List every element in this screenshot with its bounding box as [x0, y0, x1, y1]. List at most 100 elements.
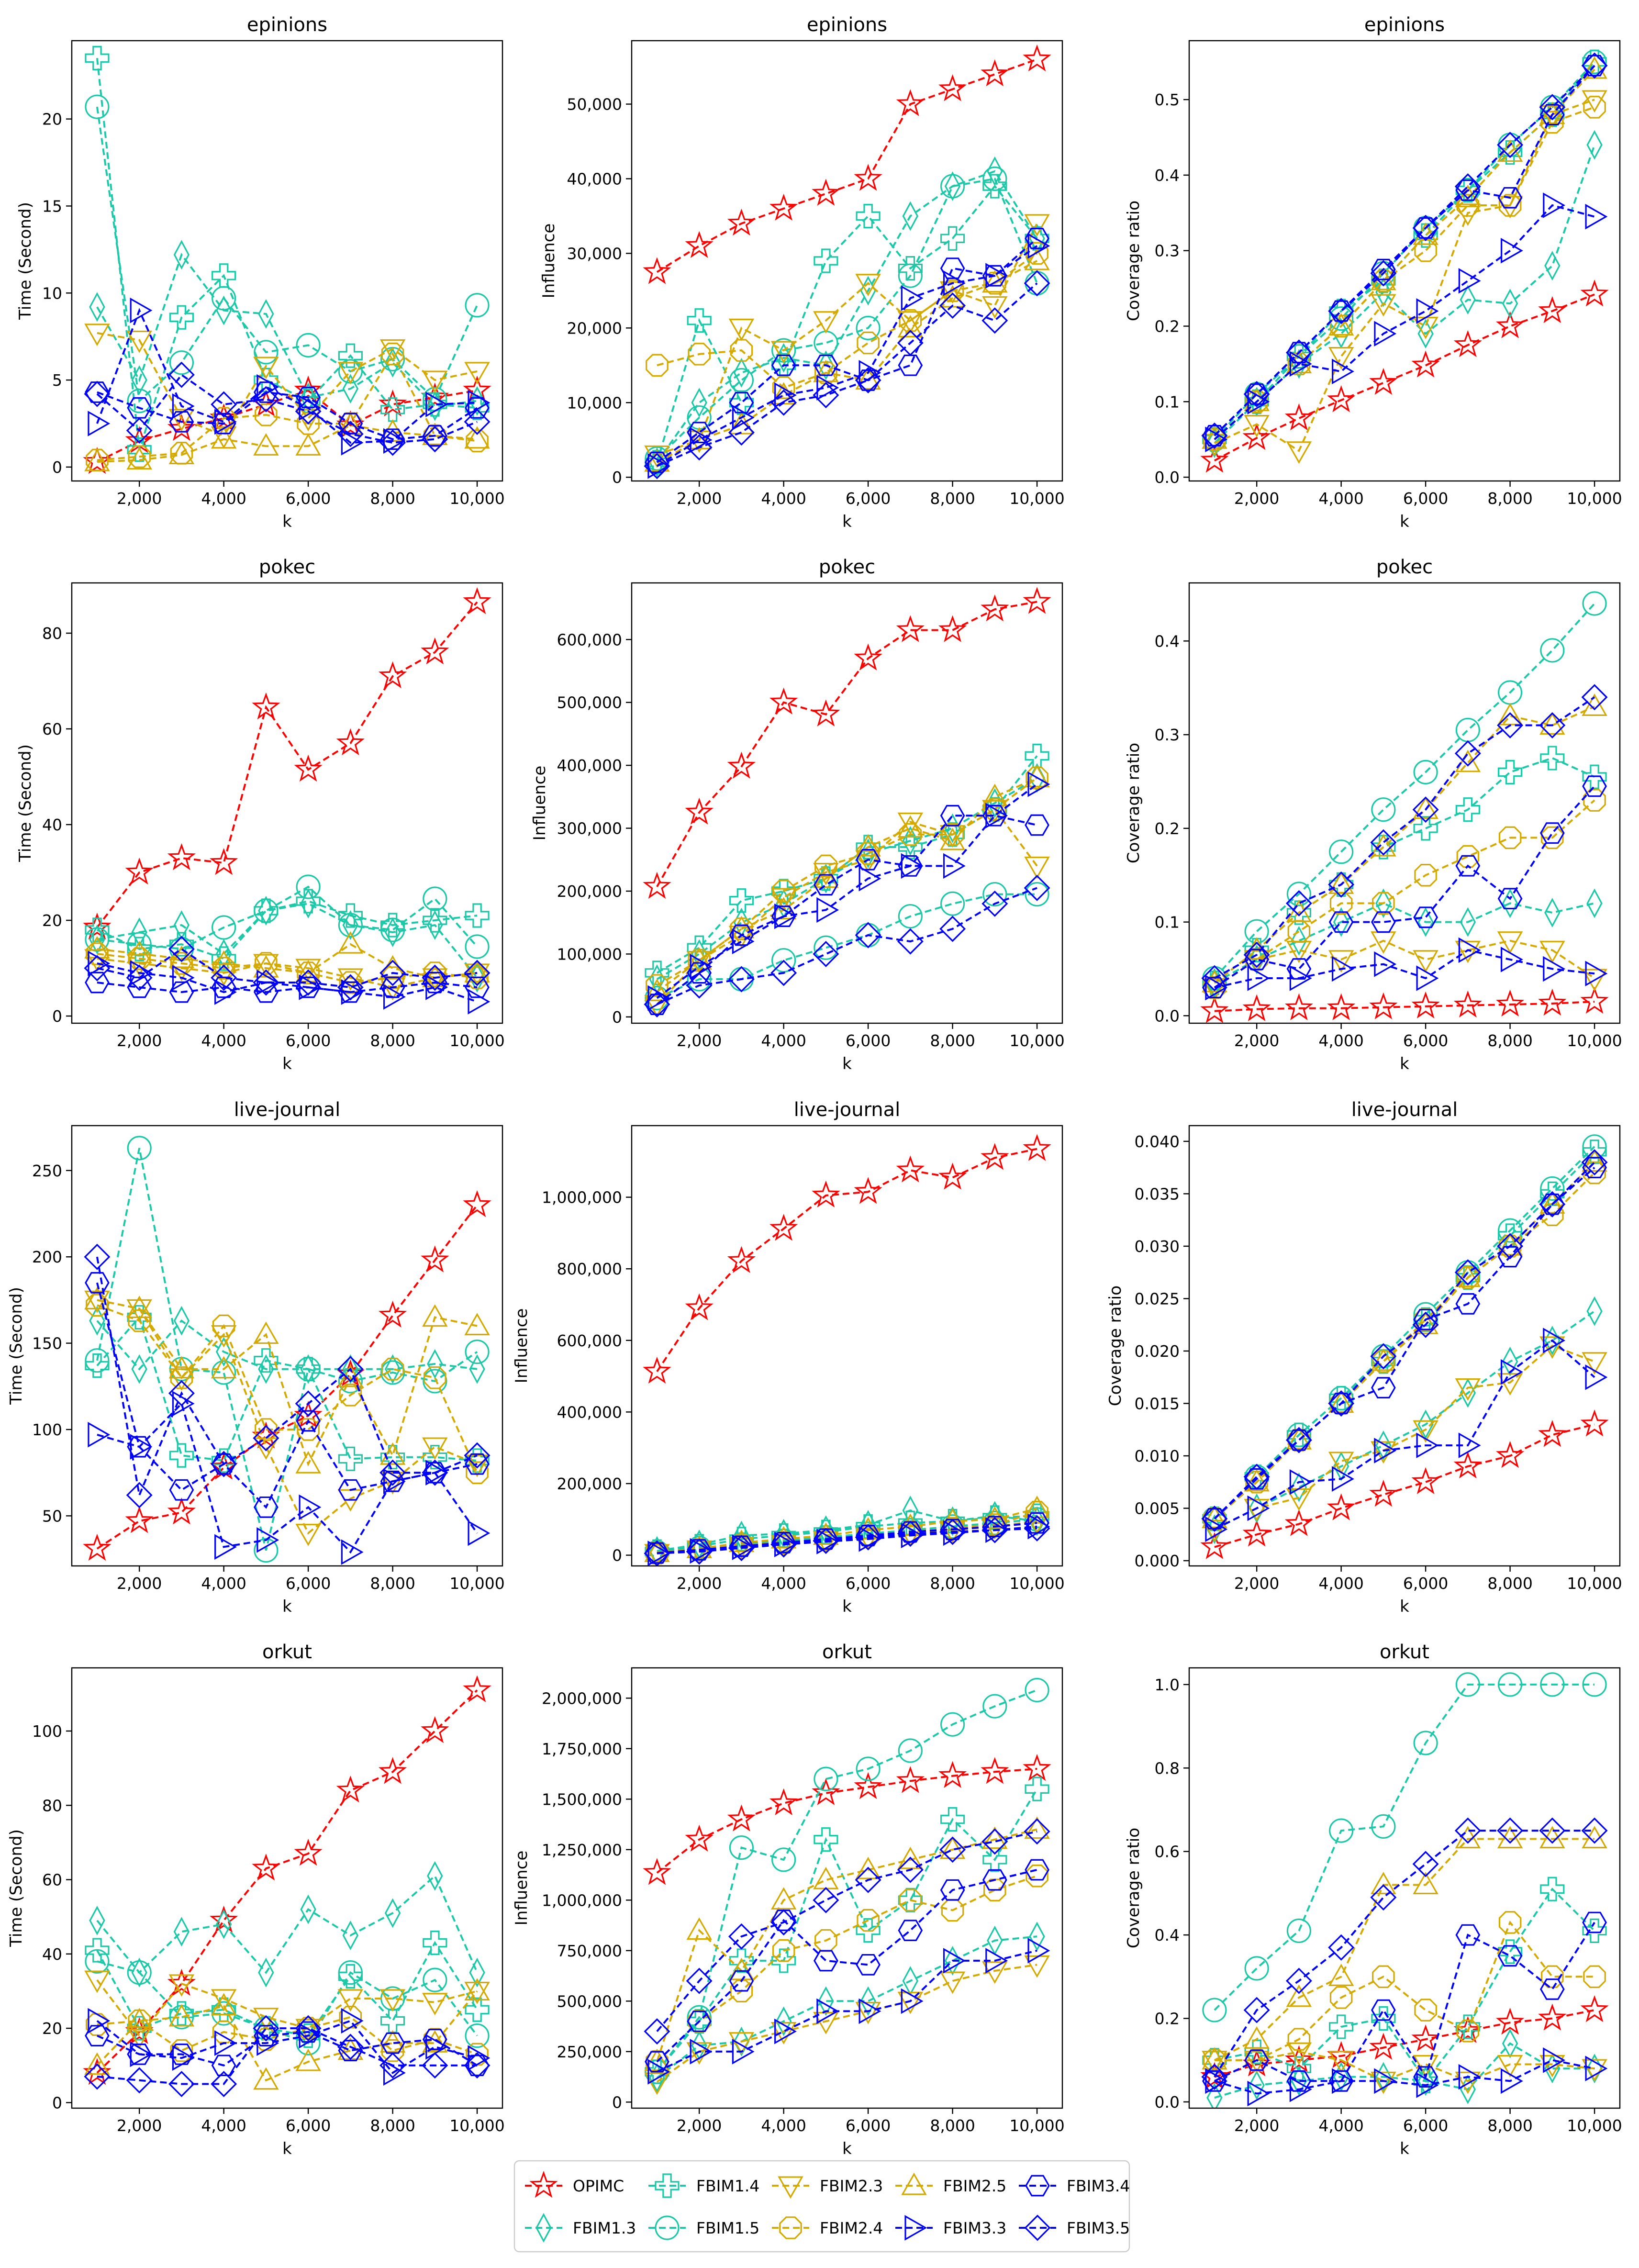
data-point-fbim3-5 [1454, 740, 1481, 767]
y-tick-label: 2,000,000 [542, 1689, 622, 1708]
y-tick-label: 0 [612, 468, 622, 487]
data-point-fbim2-3 [728, 926, 755, 949]
data-point-fbim1-4 [940, 226, 965, 251]
data-point-opimc [938, 74, 967, 101]
data-point-fbim2-3 [1202, 1519, 1227, 1542]
data-point-fbim3-3 [901, 853, 924, 879]
x-axis-label: k [842, 1597, 852, 1616]
data-point-fbim1-5 [729, 1835, 754, 1860]
chart-title: live-journal [234, 1099, 341, 1121]
data-point-fbim3-5 [84, 2063, 111, 2090]
series-line-fbim1-5 [657, 893, 1037, 999]
series-line-fbim2-4 [97, 953, 478, 984]
data-point-fbim3-4 [169, 981, 194, 1003]
series-line-fbim3-5 [97, 2027, 478, 2085]
y-tick-label: 10 [42, 284, 62, 302]
data-point-fbim2-5 [770, 897, 797, 920]
data-point-fbim3-5 [1328, 1390, 1355, 1417]
data-point-fbim2-3 [1202, 2051, 1227, 2073]
y-tick-label: 0.1 [1155, 913, 1180, 932]
data-point-fbim3-4 [814, 354, 838, 376]
data-point-fbim3-3 [425, 391, 448, 417]
data-point-fbim1-5 [1329, 839, 1354, 864]
data-point-fbim2-3 [1539, 1336, 1565, 1359]
data-point-fbim1-3 [89, 292, 105, 322]
data-point-fbim2-5 [686, 427, 712, 449]
data-point-fbim2-5 [855, 834, 881, 857]
data-point-opimc [896, 1155, 925, 1183]
data-point-fbim2-4 [941, 823, 964, 846]
data-point-fbim3-5 [1370, 1343, 1397, 1370]
series-line-fbim3-3 [656, 783, 1038, 999]
x-axis-label: k [282, 1054, 292, 1073]
legend-item-fbim1-5: FBIM1.5 [648, 2215, 759, 2240]
x-tick-label: 10,000 [449, 1031, 504, 1050]
data-point-fbim3-4 [1497, 888, 1523, 910]
data-point-fbim3-3 [1374, 2068, 1397, 2094]
data-point-fbim1-4 [169, 2001, 194, 2026]
series-fbim2-4 [1203, 1911, 1606, 2072]
data-point-fbim3-5 [1412, 796, 1439, 823]
data-point-fbim3-4 [254, 2025, 279, 2046]
data-point-opimc [981, 1757, 1009, 1784]
data-point-fbim3-4 [1582, 1157, 1607, 1178]
data-point-opimc [252, 692, 280, 720]
series-line-opimc [1214, 293, 1595, 462]
data-point-fbim3-3 [1500, 1359, 1523, 1385]
series-line-fbim3-5 [1214, 696, 1595, 979]
data-point-fbim3-3 [1500, 947, 1523, 972]
series-fbim2-4 [1203, 789, 1606, 999]
y-tick-label: 200 [32, 1248, 62, 1266]
series-fbim3-5 [1201, 1149, 1608, 1532]
data-point-fbim3-5 [379, 960, 406, 986]
data-point-fbim1-3 [384, 1354, 401, 1384]
series-line-fbim2-5 [1214, 68, 1595, 440]
data-point-opimc [83, 1533, 111, 1561]
data-point-fbim1-3 [1502, 1346, 1518, 1376]
y-tick-label: 1.0 [1155, 1676, 1180, 1694]
y-axis-label: Time (Second) [16, 744, 35, 862]
data-point-fbim1-3 [818, 350, 834, 380]
data-point-fbim1-5 [1025, 1677, 1049, 1703]
legend-marker-swatch [529, 2170, 558, 2198]
data-point-fbim2-4 [170, 952, 193, 975]
series-line-fbim2-3 [656, 1964, 1037, 2083]
data-point-opimc [1200, 446, 1229, 473]
data-point-opimc [336, 728, 365, 756]
data-point-opimc [336, 410, 365, 437]
data-point-fbim3-5 [939, 916, 966, 942]
data-point-fbim3-4 [687, 962, 712, 984]
series-line-fbim2-4 [656, 777, 1038, 986]
series-line-fbim1-3 [1214, 902, 1595, 984]
data-point-fbim3-5 [126, 964, 153, 991]
data-point-fbim1-4 [1455, 797, 1480, 822]
y-tick-label: 40 [42, 1945, 62, 1964]
data-point-opimc [1411, 350, 1440, 378]
data-point-fbim2-3 [1413, 2055, 1438, 2078]
x-tick-label: 8,000 [1487, 1574, 1532, 1593]
y-axis-label: Coverage ratio [1106, 1285, 1125, 1406]
data-point-fbim3-4 [982, 1869, 1007, 1891]
data-point-fbim3-4 [211, 413, 236, 435]
data-point-fbim2-4 [1583, 96, 1606, 119]
data-point-fbim2-3 [126, 1299, 152, 1322]
series-fbim1-3 [89, 1306, 485, 1384]
data-point-fbim1-3 [1249, 2070, 1265, 2100]
series-line-fbim2-3 [657, 223, 1038, 456]
data-point-opimc [1284, 993, 1314, 1020]
data-point-fbim2-3 [211, 1989, 237, 2012]
plot-frame [631, 1125, 1063, 1567]
series-line-opimc [96, 1689, 478, 2074]
data-point-fbim1-4 [254, 1348, 279, 1373]
data-point-fbim2-5 [295, 1451, 321, 1474]
data-point-fbim3-3 [1289, 965, 1312, 991]
data-point-fbim1-3 [89, 925, 105, 954]
data-point-fbim3-5 [1024, 874, 1050, 901]
data-point-fbim1-3 [1375, 277, 1392, 307]
data-point-fbim2-5 [813, 865, 839, 888]
data-point-fbim3-5 [253, 969, 279, 996]
data-point-fbim2-3 [84, 1970, 110, 1993]
series-group [1200, 591, 1609, 1023]
data-point-fbim3-4 [1413, 1308, 1438, 1330]
data-point-fbim1-5 [814, 1766, 838, 1791]
